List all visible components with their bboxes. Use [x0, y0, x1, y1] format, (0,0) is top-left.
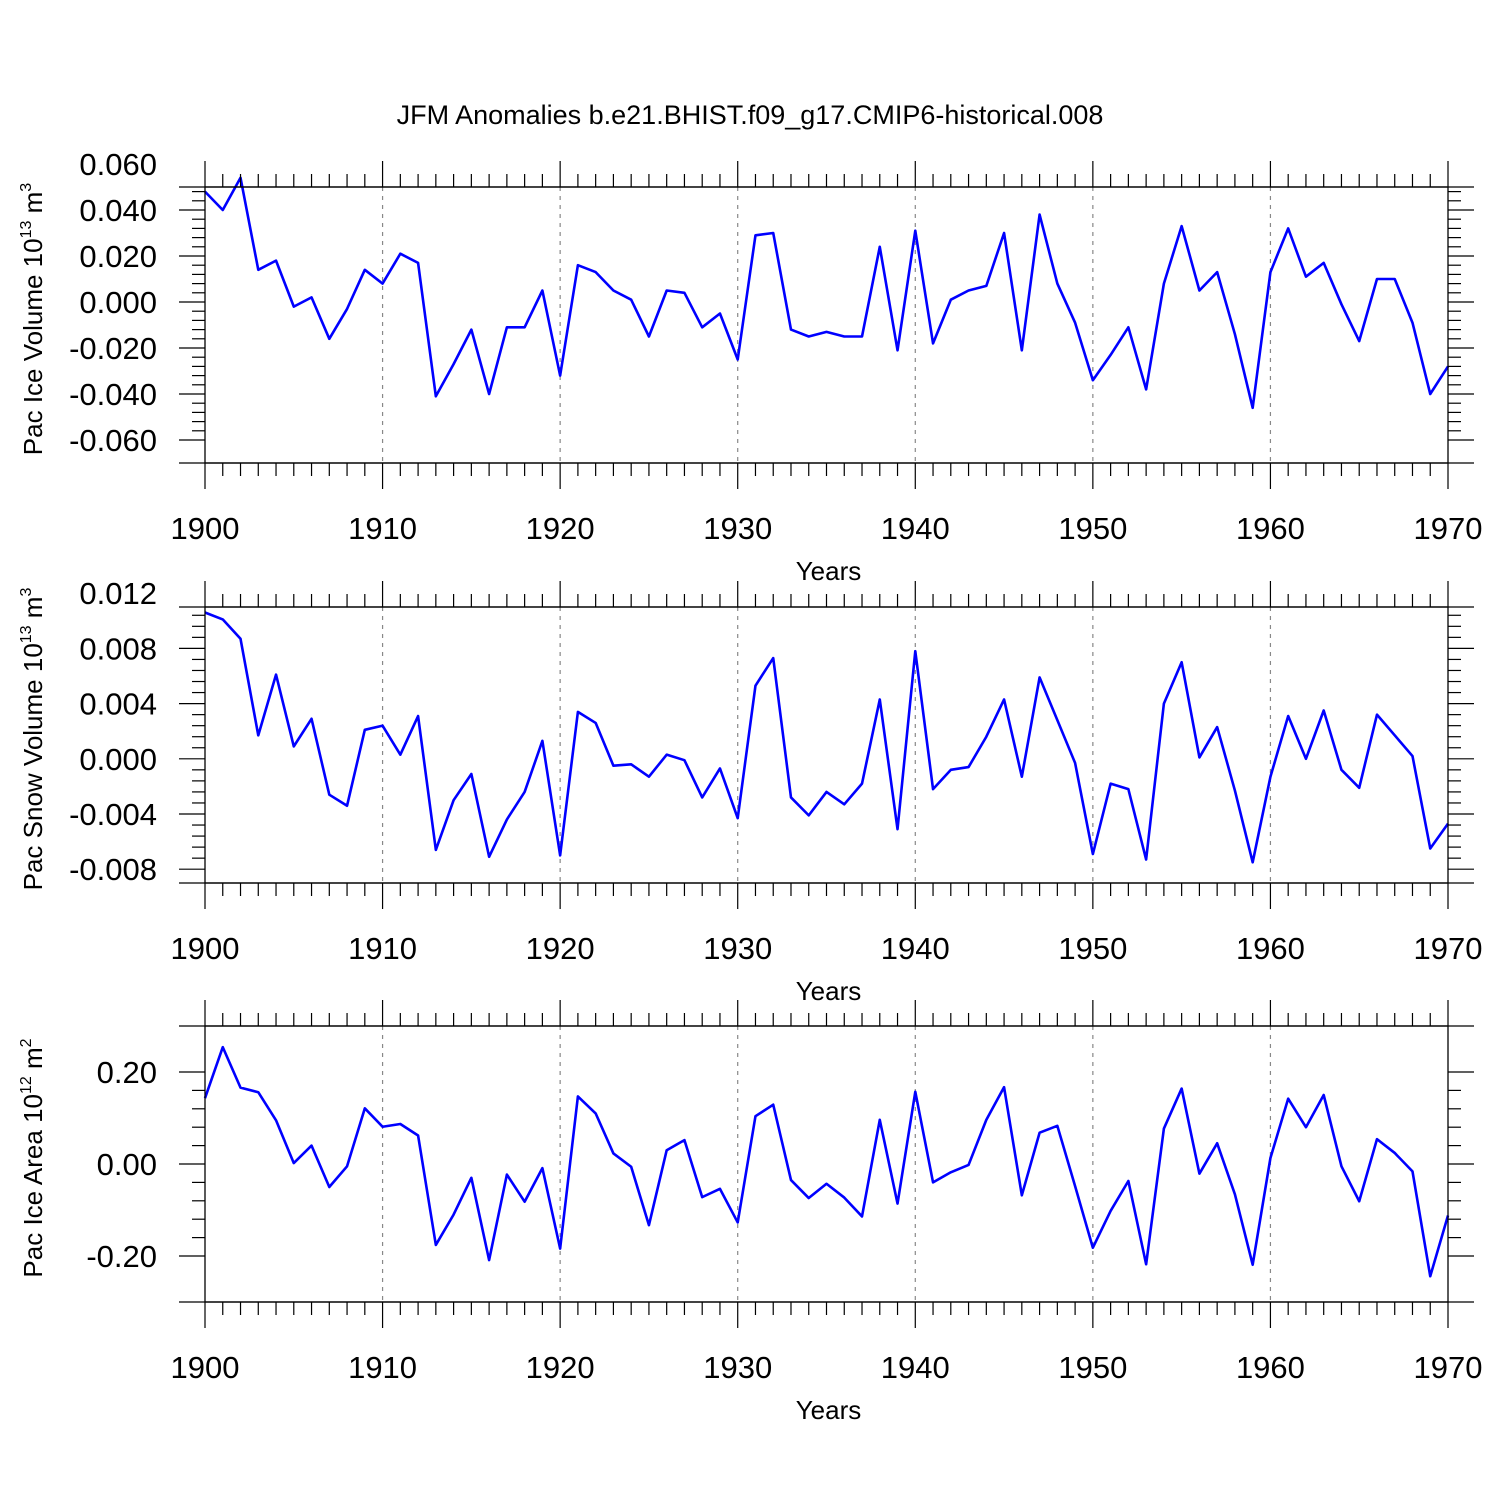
x-axis-label: Years	[796, 976, 862, 1006]
y-tick-label: -0.040	[69, 377, 157, 412]
y-label-main: Pac Ice Area 10	[18, 1094, 48, 1278]
x-tick-label: 1970	[1414, 511, 1483, 546]
series-line-3	[203, 1045, 1450, 1278]
y-tick-label: 0.00	[97, 1147, 157, 1182]
x-axis-label: Years	[796, 1395, 862, 1425]
y-label-unit: m	[18, 597, 48, 626]
y-axis-label: Pac Ice Area 1012 m2	[18, 1038, 48, 1277]
y-tick-label: 0.008	[79, 631, 157, 666]
y-tick-label: -0.020	[69, 331, 157, 366]
y-tick-label: 0.000	[79, 285, 157, 320]
x-tick-label: 1950	[1058, 931, 1127, 966]
x-tick-label: 1930	[703, 1350, 772, 1385]
y-tick-label: -0.060	[69, 423, 157, 458]
y-label-exponent: 13	[18, 220, 35, 238]
x-tick-label: 1930	[703, 931, 772, 966]
panel-3: 1900 1910 1920 1930 1940 1950 1960 1970 -0.20 0.0…	[18, 1000, 1482, 1425]
y-label-main: Pac Ice Volume 10	[18, 238, 48, 455]
y-label-exponent: 12	[18, 1076, 35, 1094]
y-tick-label: -0.008	[69, 852, 157, 887]
y-tick-label: 0.20	[97, 1055, 157, 1090]
y-tick-label: 0.040	[79, 193, 157, 228]
y-label-unit-exponent: 3	[18, 183, 35, 192]
x-tick-label: 1970	[1414, 1350, 1483, 1385]
y-tick-label: -0.004	[69, 797, 157, 832]
x-tick-label: 1940	[881, 1350, 950, 1385]
y-label-main: Pac Snow Volume 10	[18, 643, 48, 890]
y-tick-label: 0.004	[79, 687, 157, 722]
panel-2: 1900 1910 1920 1930 1940 1950 1960 1970 -0.008 -0…	[18, 576, 1482, 1006]
y-label-exponent: 13	[18, 625, 35, 643]
x-tick-label: 1910	[348, 1350, 417, 1385]
y-label-unit: m	[18, 192, 48, 221]
x-tick-label: 1920	[526, 931, 595, 966]
panel-1: 1900 1910 1920 1930 1940 1950 1960 1970 -0.060 -0…	[18, 147, 1482, 586]
x-axis-label: Years	[796, 556, 862, 586]
series-line-1	[204, 176, 1450, 410]
x-tick-label: 1920	[526, 511, 595, 546]
x-tick-label: 1940	[881, 931, 950, 966]
y-label-unit-exponent: 2	[18, 1038, 35, 1047]
y-tick-label: 0.000	[79, 742, 157, 777]
x-tick-label: 1900	[171, 1350, 240, 1385]
series-line-2	[204, 611, 1450, 864]
x-tick-label: 1960	[1236, 1350, 1305, 1385]
x-tick-label: 1920	[526, 1350, 595, 1385]
x-tick-label: 1910	[348, 511, 417, 546]
x-tick-label: 1900	[171, 931, 240, 966]
x-tick-label: 1930	[703, 511, 772, 546]
y-tick-label: 0.012	[79, 576, 157, 611]
x-tick-label: 1960	[1236, 931, 1305, 966]
panels: 1900 1910 1920 1930 1940 1950 1960 1970 -0.060 -0…	[18, 147, 1482, 1425]
y-tick-label: 0.020	[79, 239, 157, 274]
y-tick-label: -0.20	[86, 1239, 157, 1274]
x-tick-label: 1950	[1058, 511, 1127, 546]
figure-title: JFM Anomalies b.e21.BHIST.f09_g17.CMIP6-…	[397, 100, 1104, 130]
x-tick-label: 1910	[348, 931, 417, 966]
x-tick-label: 1970	[1414, 931, 1483, 966]
y-label-unit: m	[18, 1047, 48, 1076]
y-label-unit-exponent: 3	[18, 588, 35, 597]
y-axis-label: Pac Snow Volume 1013 m3	[18, 588, 48, 891]
x-tick-label: 1900	[171, 511, 240, 546]
x-tick-label: 1940	[881, 511, 950, 546]
y-axis-label: Pac Ice Volume 1013 m3	[18, 183, 48, 456]
x-tick-label: 1950	[1058, 1350, 1127, 1385]
y-tick-label: 0.060	[79, 147, 157, 182]
x-tick-label: 1960	[1236, 511, 1305, 546]
